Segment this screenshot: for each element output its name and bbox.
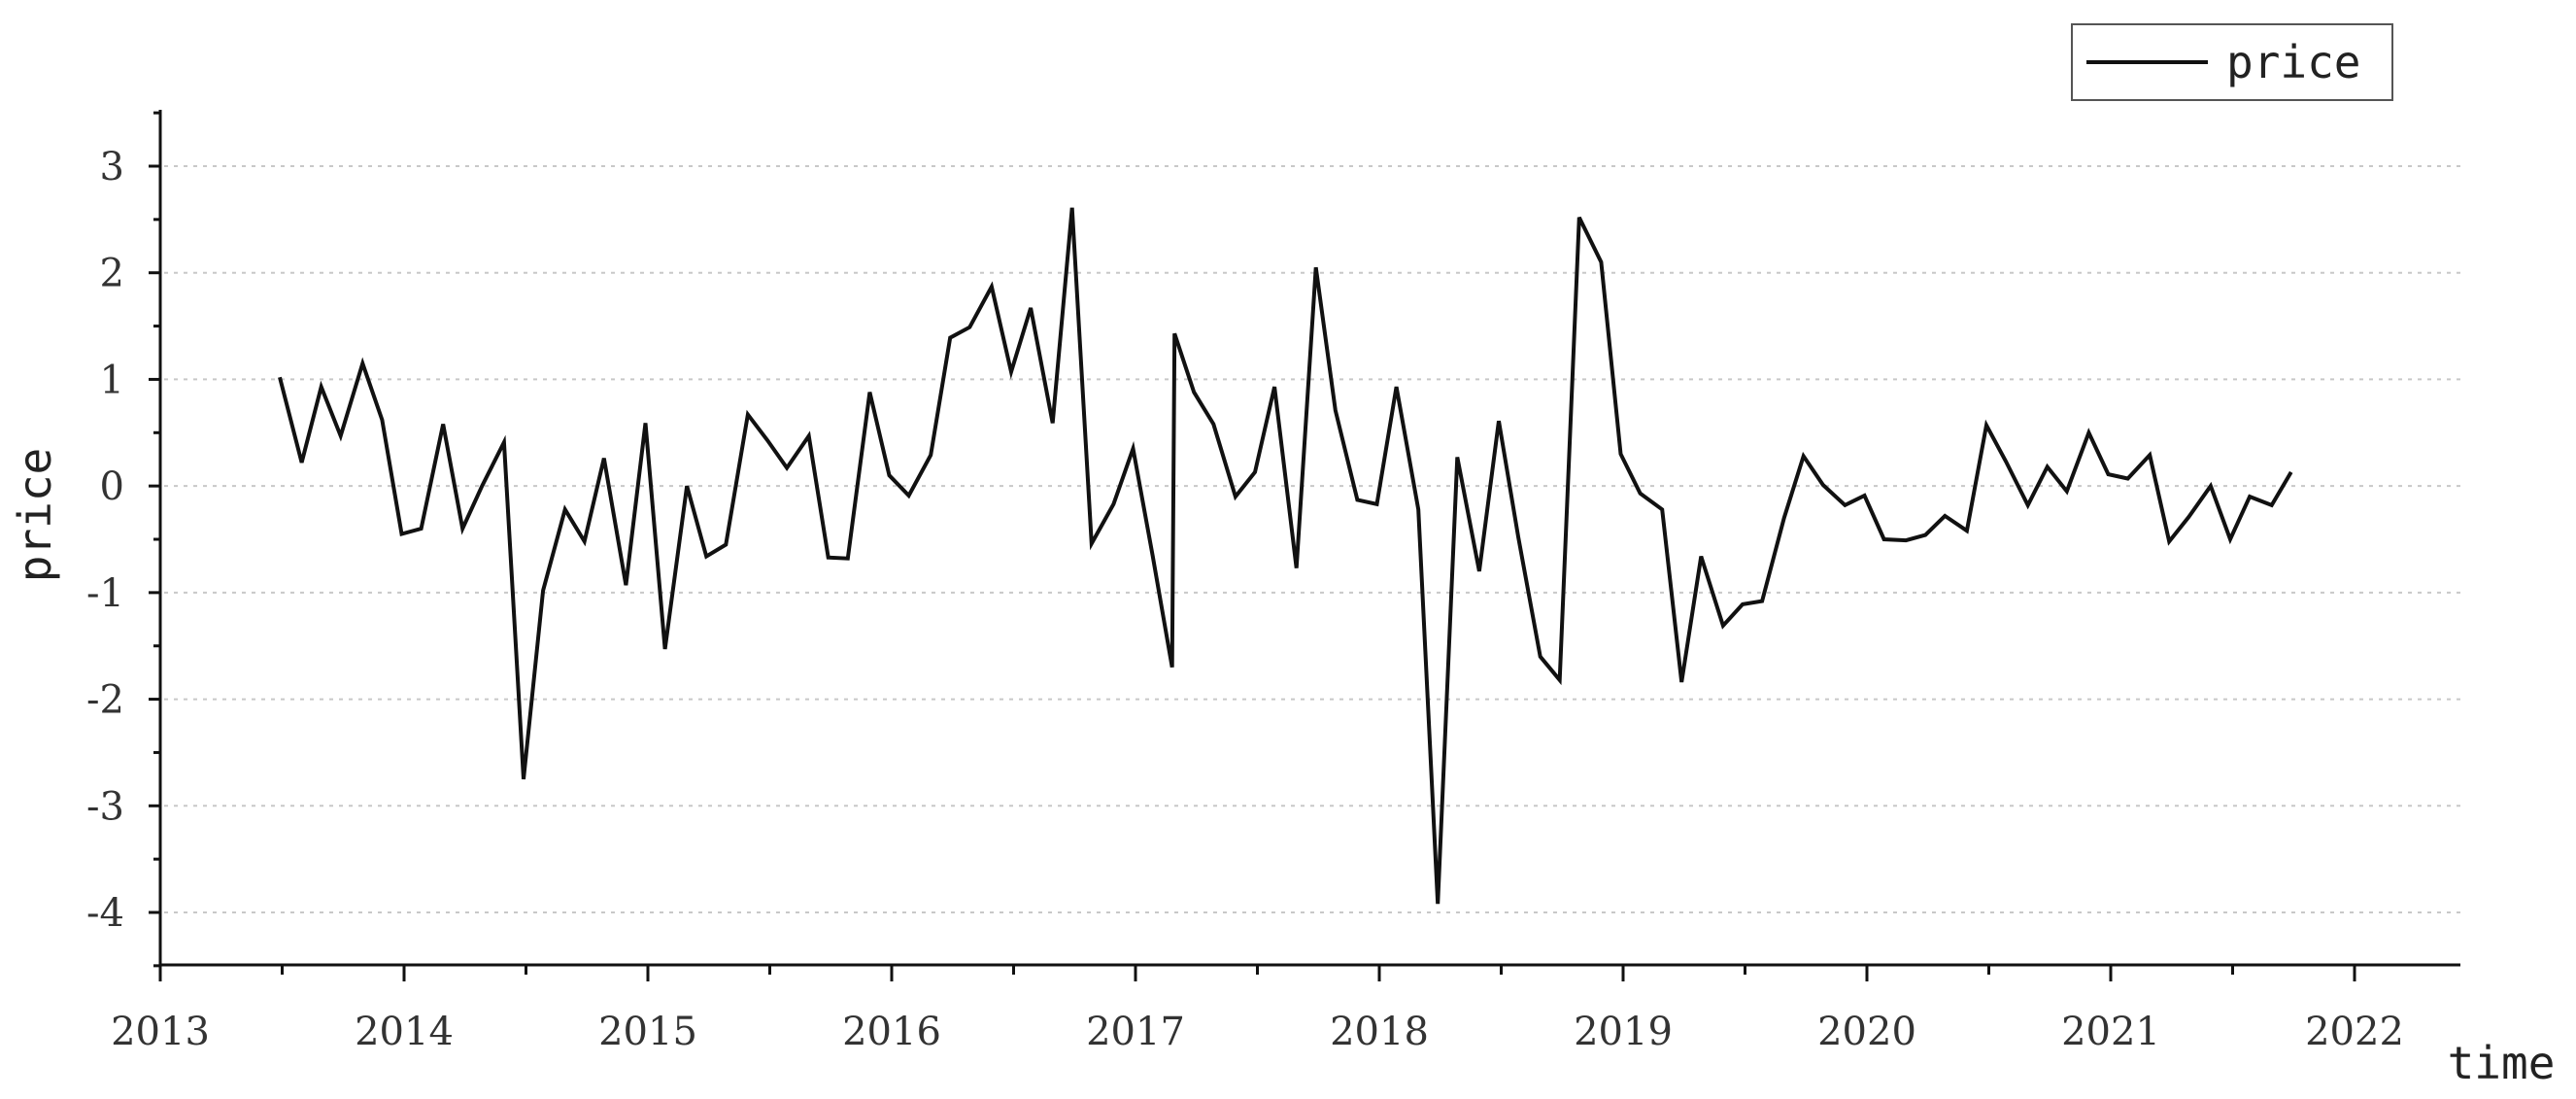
y-tick-label: 3 <box>100 145 124 189</box>
legend: price <box>2071 23 2393 101</box>
x-tick-label: 2022 <box>2305 1010 2404 1054</box>
x-tick-label: 2016 <box>842 1010 941 1054</box>
y-tick-label: -3 <box>86 784 124 829</box>
series-line-price <box>278 207 2293 905</box>
y-tick-label: 0 <box>100 464 124 509</box>
y-tick-label: -2 <box>86 678 124 723</box>
legend-label-price: price <box>2226 36 2360 88</box>
x-axis-label: time <box>2448 1037 2556 1089</box>
y-tick-label: -1 <box>86 571 124 616</box>
x-tick-label: 2021 <box>2061 1010 2160 1054</box>
y-ticks: 3 2 1 0 -1 -2 -3 -4 <box>86 111 160 968</box>
x-tick-label: 2017 <box>1086 1010 1185 1054</box>
series-layer <box>278 207 2293 905</box>
x-tick-label: 2018 <box>1330 1010 1429 1054</box>
y-tick-label: 2 <box>100 252 124 296</box>
x-tick-label: 2013 <box>111 1010 210 1054</box>
x-tick-label: 2014 <box>355 1010 454 1054</box>
y-tick-label: 1 <box>100 358 124 402</box>
x-tick-label: 2015 <box>598 1010 697 1054</box>
x-ticks: 2013 2014 2015 2016 2017 2018 2019 2020 2021 2022 <box>111 965 2404 1054</box>
x-tick-label: 2019 <box>1574 1010 1673 1054</box>
gridlines <box>164 165 2460 913</box>
y-axis-label: price <box>9 448 61 582</box>
axes <box>158 110 2460 967</box>
x-tick-label: 2020 <box>1817 1010 1916 1054</box>
y-tick-label: -4 <box>86 891 124 936</box>
